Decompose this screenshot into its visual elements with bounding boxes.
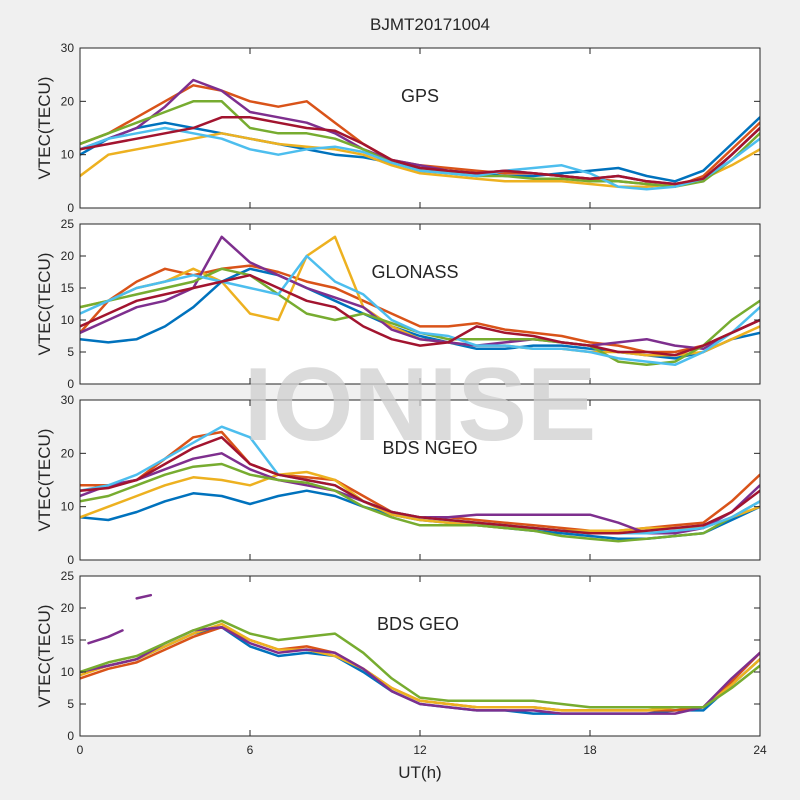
y-tick-label: 15 xyxy=(61,633,75,647)
panel-label: GLONASS xyxy=(371,262,458,282)
series-line-7 xyxy=(80,273,760,357)
series-line-3 xyxy=(80,132,760,188)
series-group xyxy=(80,235,760,367)
y-tick-label: 5 xyxy=(67,697,74,711)
y-tick-label: 30 xyxy=(61,393,75,407)
x-axis-label: UT(h) xyxy=(398,763,441,782)
x-tick-label: 24 xyxy=(753,743,767,757)
series-line-6 xyxy=(80,254,760,367)
series-line-7 xyxy=(80,436,760,535)
y-axis-label: VTEC(TECU) xyxy=(35,429,54,532)
y-axis-label: VTEC(TECU) xyxy=(35,605,54,708)
panel-2: 0 5 10 15 20 25 VTEC(TECU) GLONASS xyxy=(35,217,761,391)
panel-label: BDS GEO xyxy=(377,614,459,634)
y-tick-label: 10 xyxy=(61,148,75,162)
y-tick-label: 20 xyxy=(61,249,75,263)
series-group xyxy=(80,78,760,191)
y-tick-label: 0 xyxy=(67,729,74,743)
y-tick-label: 20 xyxy=(61,94,75,108)
series-line-3 xyxy=(80,622,760,712)
panel-3: 0 10 20 30 VTEC(TECU) BDS NGEO xyxy=(35,393,761,567)
y-tick-label: 20 xyxy=(61,446,75,460)
x-tick-label: 6 xyxy=(247,743,254,757)
y-tick-label: 0 xyxy=(67,377,74,391)
y-axis-label: VTEC(TECU) xyxy=(35,77,54,180)
x-tick-label: 12 xyxy=(413,743,427,757)
x-tick-label: 0 xyxy=(77,743,84,757)
y-tick-label: 20 xyxy=(61,601,75,615)
series-group xyxy=(80,425,760,543)
figure-title: BJMT20171004 xyxy=(370,15,490,34)
y-tick-label: 15 xyxy=(61,281,75,295)
y-tick-label: 10 xyxy=(61,313,75,327)
y-tick-label: 10 xyxy=(61,665,75,679)
panel-label: BDS NGEO xyxy=(382,438,477,458)
y-tick-label: 5 xyxy=(67,345,74,359)
y-tick-label: 30 xyxy=(61,41,75,55)
y-tick-label: 0 xyxy=(67,553,74,567)
y-tick-label: 0 xyxy=(67,201,74,215)
series-line-5 xyxy=(80,619,760,709)
panel-1: 0 10 20 30 VTEC(TECU) GPS xyxy=(35,41,761,215)
series-line-6 xyxy=(80,126,760,191)
series-line-6 xyxy=(87,629,124,645)
watermark-text: IONISE xyxy=(244,347,597,463)
series-line-3 xyxy=(80,470,760,532)
y-tick-label: 25 xyxy=(61,217,75,231)
series-line-7 xyxy=(135,593,153,600)
x-tick-label: 18 xyxy=(583,743,597,757)
series-line-7 xyxy=(80,116,760,186)
y-axis-label: VTEC(TECU) xyxy=(35,253,54,356)
y-tick-label: 10 xyxy=(61,500,75,514)
y-tick-label: 25 xyxy=(61,569,75,583)
panels-group: 0 10 20 30 VTEC(TECU) GPS 0 5 10 15 20 25 VTEC(TECU)… xyxy=(35,41,767,782)
series-group xyxy=(80,593,760,715)
series-line-5 xyxy=(80,462,760,543)
axes-face xyxy=(80,224,760,384)
panel-label: GPS xyxy=(401,86,439,106)
panel-4: 0 6 12 18 24 0 5 10 15 20 25 VTEC(TECU) BDS GEO UT(h) xyxy=(35,569,767,782)
